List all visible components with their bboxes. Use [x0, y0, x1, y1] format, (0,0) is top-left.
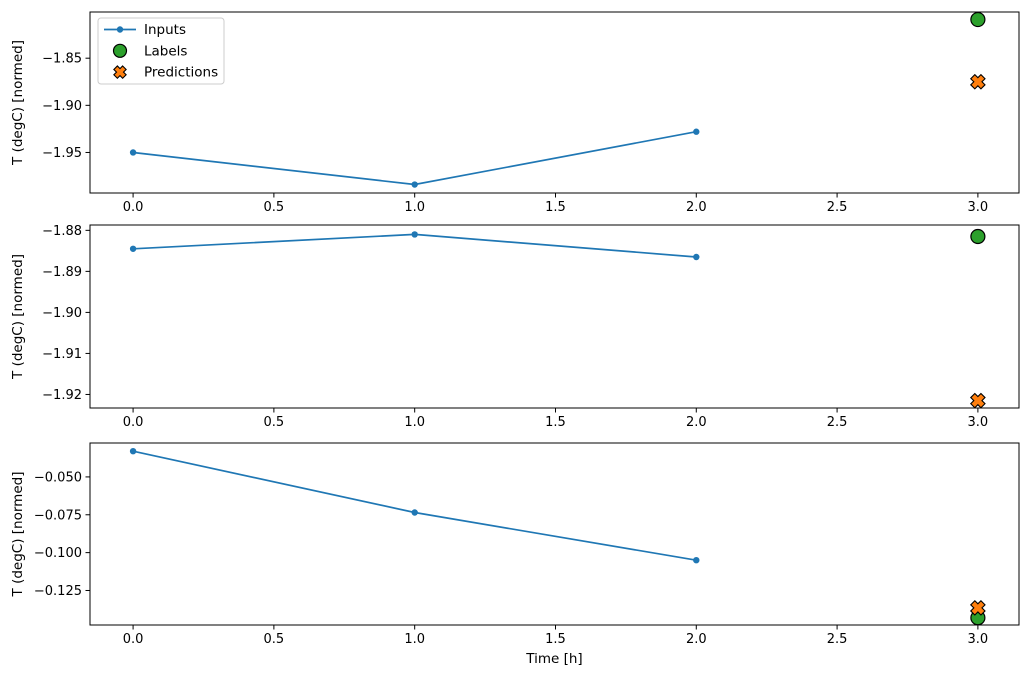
x-tick-label: 2.0	[686, 200, 707, 215]
x-tick-label: 0.5	[264, 632, 285, 647]
y-tick-label: −1.91	[42, 347, 82, 362]
y-tick-label: −1.95	[42, 146, 82, 161]
y-tick-label: −1.85	[42, 52, 82, 67]
legend-label: Inputs	[144, 22, 186, 38]
input-dot-marker	[129, 447, 137, 455]
x-tick-label: 1.5	[545, 415, 566, 430]
x-tick-label: 1.5	[545, 632, 566, 647]
x-tick-label: 0.5	[264, 200, 285, 215]
x-tick-label: 3.0	[968, 632, 989, 647]
y-tick-label: −1.92	[42, 388, 82, 403]
series-predictions	[969, 599, 986, 616]
x-tick-label: 0.0	[123, 200, 144, 215]
y-tick-label: −0.125	[34, 584, 82, 599]
prediction-x-marker	[969, 599, 986, 616]
input-dot-marker	[411, 509, 418, 516]
input-dot-marker	[129, 149, 137, 156]
y-axis-label: T (degC) [normed]	[10, 254, 26, 380]
x-tick-label: 0.0	[123, 415, 144, 430]
prediction-x-marker	[113, 65, 127, 80]
axes-spines	[89, 224, 1020, 409]
legend-entry-predictions: Predictions	[113, 65, 218, 81]
legend-circle-sample	[112, 43, 128, 58]
legend-entry-labels: Labels	[112, 43, 187, 59]
input-dot-marker	[129, 245, 137, 252]
prediction-x-marker	[969, 392, 986, 409]
input-dot-marker	[693, 556, 700, 564]
x-tick-label: 2.0	[686, 632, 707, 647]
x-tick-label: 2.5	[827, 415, 848, 430]
y-tick-label: −0.075	[34, 508, 82, 523]
series-inputs	[129, 128, 700, 188]
legend: Inputs Labels Predictions	[97, 17, 225, 85]
y-tick-label: −1.89	[42, 265, 82, 280]
y-tick-label: −0.050	[34, 470, 82, 485]
x-tick-label: 2.5	[827, 200, 848, 215]
x-axis: 0.0 0.5 1.0 1.5 2.0 2.5 3.0	[123, 625, 988, 647]
axes-spines	[89, 11, 1020, 194]
input-dot-marker	[411, 181, 418, 188]
x-tick-label: 3.0	[968, 415, 989, 430]
y-axis: −0.050 −0.075 −0.100 −0.125	[34, 470, 90, 599]
y-tick-label: −1.90	[42, 306, 82, 321]
series-predictions	[969, 392, 986, 409]
x-tick-label: 0.5	[264, 415, 285, 430]
y-axis-label: T (degC) [normed]	[10, 40, 26, 166]
legend-dot-sample	[116, 26, 124, 33]
label-circle-marker	[970, 228, 986, 245]
y-tick-label: −0.100	[34, 546, 82, 561]
y-axis-label: T (degC) [normed]	[10, 472, 26, 598]
axes-spines	[89, 442, 1020, 626]
series-labels	[970, 11, 986, 28]
y-tick-label: −1.90	[42, 99, 82, 114]
x-axis-label: Time [h]	[525, 651, 582, 667]
x-tick-label: 2.0	[686, 415, 707, 430]
input-dot-marker	[411, 231, 418, 238]
x-tick-label: 3.0	[968, 200, 989, 215]
prediction-x-marker	[969, 73, 986, 90]
y-tick-label: −1.88	[42, 224, 82, 239]
x-tick-label: 1.0	[404, 632, 425, 647]
subplot-3: 0.0 0.5 1.0 1.5 2.0 2.5 3.0−0.050−0.075−0.100−…	[10, 442, 1020, 667]
legend-label: Predictions	[144, 65, 218, 81]
series-inputs	[129, 447, 700, 564]
x-tick-label: 1.0	[404, 200, 425, 215]
x-tick-label: 2.5	[827, 632, 848, 647]
legend-entry-inputs: Inputs	[104, 22, 186, 38]
input-dot-marker	[693, 253, 700, 261]
x-tick-label: 0.0	[123, 632, 144, 647]
x-axis: 0.0 0.5 1.0 1.5 2.0 2.5 3.0	[123, 193, 988, 215]
series-predictions	[969, 73, 986, 90]
series-inputs	[129, 231, 700, 261]
legend-label: Labels	[144, 43, 187, 59]
y-axis: −1.88 −1.89 −1.90 −1.91 −1.92	[42, 224, 90, 403]
x-tick-label: 1.0	[404, 415, 425, 430]
legend-box	[97, 17, 225, 85]
x-axis: 0.0 0.5 1.0 1.5 2.0 2.5 3.0	[123, 408, 988, 430]
label-circle-marker	[970, 11, 986, 28]
series-labels	[970, 228, 986, 245]
y-axis: −1.85 −1.90 −1.95	[42, 52, 90, 161]
x-tick-label: 1.5	[545, 200, 566, 215]
input-dot-marker	[693, 128, 700, 135]
subplot-1: 0.0 0.5 1.0 1.5 2.0 2.5 3.0 −1.85 −1.90 −1.95 T (d…	[10, 11, 1020, 215]
subplot-2: 0.0 0.5 1.0 1.5 2.0 2.5 3.0 −1.88 −1.89 −1.90 −1.9…	[10, 224, 1020, 430]
